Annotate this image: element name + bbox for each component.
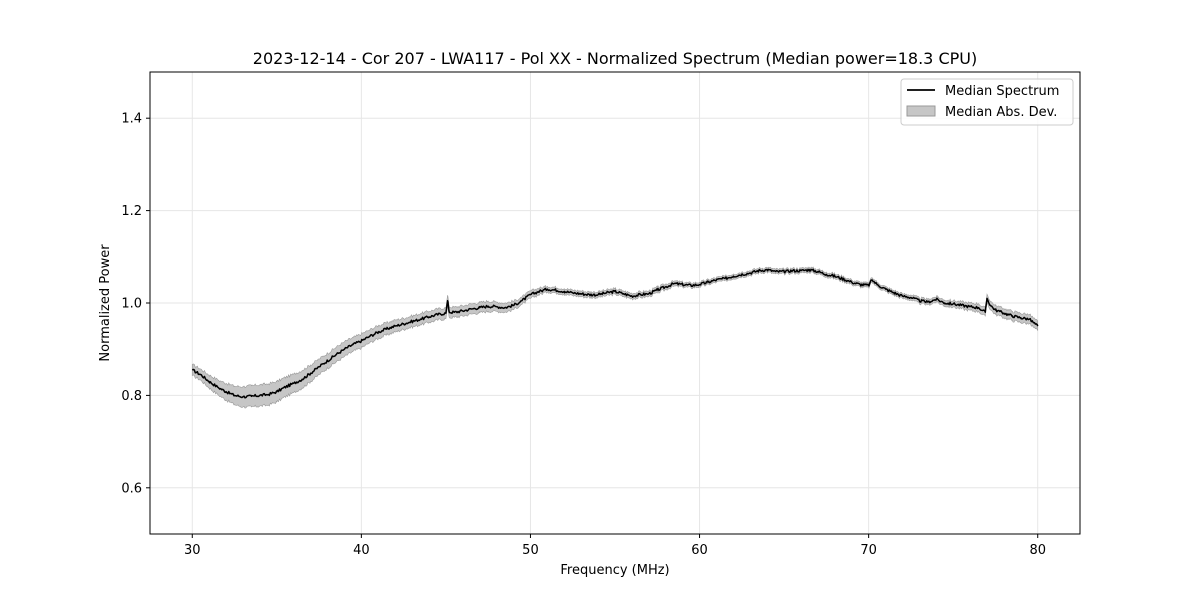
- median-line-layer: [191, 268, 1039, 399]
- legend: Median Spectrum Median Abs. Dev.: [900, 78, 1074, 126]
- x-axis-label: Frequency (MHz): [560, 563, 669, 578]
- y-tick-label: 1.0: [121, 297, 142, 312]
- mad-band-layer: [191, 266, 1039, 409]
- x-tick-label: 50: [522, 543, 539, 558]
- y-axis-label: Normalized Power: [98, 244, 113, 362]
- y-tick-label: 0.6: [121, 481, 142, 496]
- legend-mad-swatch: [906, 105, 936, 117]
- y-tick-label: 1.2: [121, 204, 142, 219]
- y-tick-label: 0.8: [121, 389, 142, 404]
- x-tick-label: 30: [184, 543, 201, 558]
- x-tick-label: 70: [860, 543, 877, 558]
- x-tick-label: 60: [691, 543, 708, 558]
- chart-title: 2023-12-14 - Cor 207 - LWA117 - Pol XX -…: [253, 49, 977, 68]
- x-tick-label: 40: [353, 543, 370, 558]
- legend-median-label: Median Spectrum: [945, 84, 1059, 99]
- x-axis-ticks: 30 40 50 60 70 80: [184, 534, 1046, 558]
- median-spectrum-line: [191, 268, 1039, 399]
- x-tick-label: 80: [1029, 543, 1046, 558]
- y-axis-ticks: 0.6 0.8 1.0 1.2 1.4: [121, 112, 150, 496]
- legend-mad-label: Median Abs. Dev.: [945, 105, 1057, 120]
- legend-box: [900, 78, 1074, 126]
- mad-band: [191, 266, 1039, 409]
- y-tick-label: 1.4: [121, 112, 142, 127]
